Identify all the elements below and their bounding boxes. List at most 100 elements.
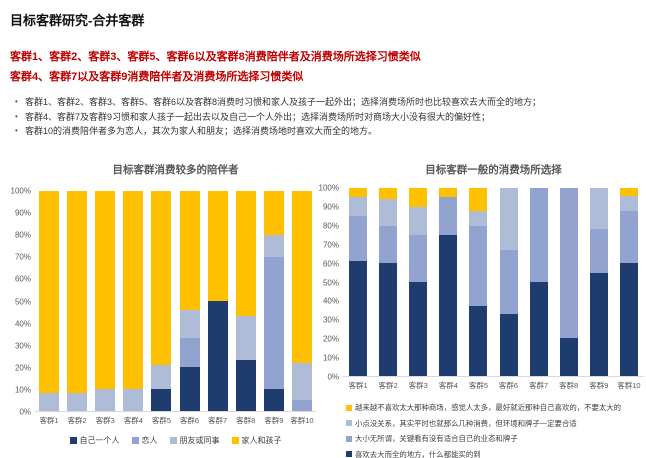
legend-item: 大小无所谓，关键看有没有适合自己的业态和牌子 xyxy=(346,433,644,444)
legend-swatch xyxy=(346,435,352,442)
bar-segment xyxy=(291,191,312,363)
x-category-label: 客群8 xyxy=(559,381,579,390)
x-category-label: 客群2 xyxy=(378,381,398,390)
y-tick-label: 90% xyxy=(322,202,339,212)
bullet-icon: • xyxy=(15,97,18,106)
stacked-bar xyxy=(559,188,578,376)
bar-segment xyxy=(529,282,548,376)
y-tick-label: 20% xyxy=(14,363,31,373)
bar-segment xyxy=(349,188,368,198)
x-category-label: 客群3 xyxy=(95,416,115,425)
y-tick-label: 30% xyxy=(14,341,31,351)
bar-segment xyxy=(235,191,256,317)
bar-segment xyxy=(263,191,284,235)
bar-segment xyxy=(529,188,548,282)
plot xyxy=(343,188,644,377)
legend-item: 自己一个人 xyxy=(69,435,120,446)
stacked-bar xyxy=(499,188,518,376)
legend-swatch xyxy=(346,420,352,426)
stacked-bar xyxy=(207,191,228,411)
bar-segment xyxy=(379,225,398,264)
bar-segment xyxy=(67,393,88,411)
chart-legend: 越来越不喜欢太大那种商场，感觉人太多，最好就近那种自己喜欢的，不要太大的 小点没关… xyxy=(346,402,644,458)
key-finding-line: 客群1、客群2、客群3、客群5、客群6以及客群8消费陪伴者及消费场所选择习惯类似 xyxy=(10,51,421,63)
legend-label: 小点没关系，其实平时也就那么几种消费，但环境和牌子一定要合适 xyxy=(355,418,577,428)
bar-segment xyxy=(263,389,284,411)
key-finding-line: 客群4、客群7以及客群9消费陪伴者及消费场所选择习惯类似 xyxy=(10,71,304,83)
stacked-bar xyxy=(379,188,398,376)
legend-label: 朋友或同事 xyxy=(179,436,220,445)
x-category-label: 客群10 xyxy=(617,381,641,390)
chart-venue-choice: 目标客群一般的消费场所选择 100% 90% 80% 70% 60% 50% 40% 30% 2… xyxy=(318,158,644,458)
y-tick-label: 70% xyxy=(14,252,31,262)
y-tick-label: 0% xyxy=(19,407,31,417)
x-category-label: 客群5 xyxy=(151,416,171,425)
y-axis: 100% 90% 80% 70% 60% 50% 40% 30% 20% 10% 0% xyxy=(8,187,35,417)
stacked-bar xyxy=(263,191,284,411)
legend-label: 恋人 xyxy=(141,436,158,445)
y-tick-label: 100% xyxy=(318,183,339,193)
bar-segment xyxy=(619,263,638,376)
legend-item: 朋友或同事 xyxy=(169,435,220,446)
stacked-bar xyxy=(235,191,256,411)
legend-item: 小点没关系，其实平时也就那么几种消费，但环境和牌子一定要合适 xyxy=(346,418,644,429)
y-tick-label: 80% xyxy=(322,221,339,231)
bar-segment xyxy=(469,225,488,307)
bar-segment xyxy=(409,188,428,207)
chart-consumption-companions: 目标客群消费较多的陪伴者 100% 90% 80% 70% 60% 50% 40% 30% 20… xyxy=(8,158,316,446)
y-tick-label: 90% xyxy=(14,208,31,218)
bar-segment xyxy=(439,188,458,198)
chart-plot-area: 100% 90% 80% 70% 60% 50% 40% 30% 20% 10% 0% xyxy=(8,187,316,417)
bar-segment xyxy=(95,191,116,389)
y-tick-label: 10% xyxy=(322,353,339,363)
legend-item: 喜欢去大而全的地方，什么都能买的到 xyxy=(346,449,644,458)
bar-segment xyxy=(589,188,608,230)
bar-segment xyxy=(291,362,312,400)
x-category-label: 客群1 xyxy=(348,381,368,390)
y-tick-label: 60% xyxy=(322,259,339,269)
stacked-bar xyxy=(619,188,638,376)
y-tick-label: 50% xyxy=(322,278,339,287)
bar-segment xyxy=(499,188,518,251)
bar-segment xyxy=(379,188,398,200)
bar-segment xyxy=(589,272,608,376)
stacked-bar xyxy=(409,188,428,376)
legend-swatch xyxy=(69,437,77,444)
bar-segment xyxy=(179,367,200,411)
bar-segment xyxy=(589,229,608,273)
stacked-bar xyxy=(151,191,172,411)
y-axis: 100% 90% 80% 70% 60% 50% 40% 30% 20% 10% 0% xyxy=(318,184,343,382)
legend-swatch xyxy=(169,437,177,444)
bar-segment xyxy=(39,191,60,394)
bar-segment xyxy=(499,250,518,314)
bar-segment xyxy=(179,309,200,339)
bar-segment xyxy=(409,235,428,282)
stacked-bar xyxy=(439,188,458,376)
bar-segment xyxy=(349,216,368,262)
charts-area: 目标客群消费较多的陪伴者 100% 90% 80% 70% 60% 50% 40% 30% 20… xyxy=(0,158,646,458)
stacked-bar xyxy=(179,191,200,411)
bar-segment xyxy=(379,199,398,226)
stacked-bar xyxy=(123,191,144,411)
bar-segment xyxy=(469,188,488,211)
bar-segment xyxy=(263,235,284,257)
bar-segment xyxy=(499,313,518,376)
bar-segment xyxy=(123,191,144,389)
bar-segment xyxy=(409,206,428,235)
bar-segment xyxy=(123,389,144,411)
x-category-label: 客群9 xyxy=(264,416,284,425)
stacked-bar xyxy=(469,188,488,376)
legend-label: 自己一个人 xyxy=(79,436,120,445)
legend-label: 大小无所谓，关键看有没有适合自己的业态和牌子 xyxy=(355,434,518,443)
x-category-label: 客群5 xyxy=(468,381,488,390)
legend-swatch xyxy=(346,404,352,411)
page-title: 目标客群研究-合并客群 xyxy=(10,13,145,28)
chart-title: 目标客群一般的消费场所选择 xyxy=(425,164,562,176)
key-findings: 客群1、客群2、客群3、客群5、客群6以及客群8消费陪伴者及消费场所选择习惯类似… xyxy=(10,47,421,87)
x-category-label: 客群4 xyxy=(123,416,143,425)
chart-plot-area: 100% 90% 80% 70% 60% 50% 40% 30% 20% 10% 0% xyxy=(318,184,644,382)
x-category-label: 客群10 xyxy=(290,416,314,425)
bar-segment xyxy=(439,235,458,376)
bar-segment xyxy=(469,210,488,226)
bar-segment xyxy=(349,197,368,217)
